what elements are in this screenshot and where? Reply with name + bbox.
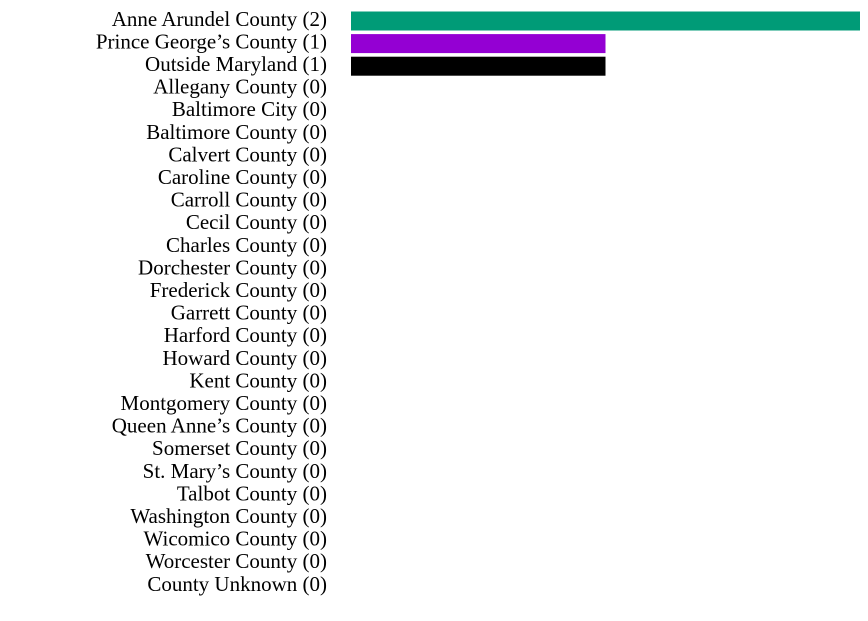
category-label: Charles County (0) (166, 233, 327, 257)
category-label: Talbot County (0) (177, 481, 327, 505)
category-label: Prince George’s County (1) (96, 29, 327, 53)
category-label: Caroline County (0) (158, 165, 327, 189)
category-label: Carroll County (0) (171, 188, 327, 212)
bar (351, 56, 606, 76)
category-label: Cecil County (0) (186, 210, 327, 234)
category-label: Montgomery County (0) (121, 391, 327, 415)
bar (351, 34, 606, 54)
category-label: Outside Maryland (1) (145, 52, 327, 76)
category-label: Baltimore County (0) (146, 120, 327, 144)
category-label: Wicomico County (0) (144, 527, 327, 551)
category-label: Dorchester County (0) (138, 255, 327, 279)
category-label: Howard County (0) (163, 346, 327, 370)
category-label: County Unknown (0) (147, 572, 327, 596)
category-label: Washington County (0) (130, 504, 327, 528)
category-label: St. Mary’s County (0) (143, 459, 327, 483)
category-label: Harford County (0) (164, 323, 327, 347)
category-label: Garrett County (0) (171, 301, 327, 325)
category-label: Calvert County (0) (168, 142, 327, 166)
category-label: Allegany County (0) (153, 75, 327, 99)
category-label: Queen Anne’s County (0) (112, 414, 327, 438)
bar (351, 11, 860, 31)
category-label: Worcester County (0) (146, 549, 327, 573)
category-label: Frederick County (0) (150, 278, 327, 302)
category-label: Somerset County (0) (152, 436, 327, 460)
category-label: Kent County (0) (189, 368, 327, 392)
category-label: Anne Arundel County (2) (112, 7, 327, 31)
category-label: Baltimore City (0) (172, 97, 327, 121)
